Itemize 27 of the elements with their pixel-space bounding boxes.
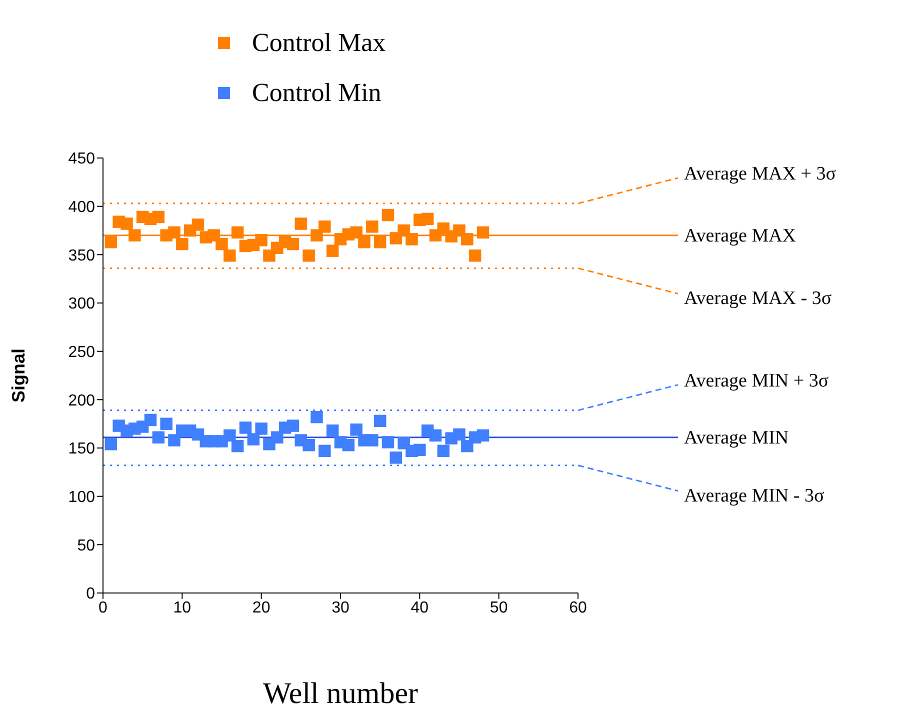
ref-line-label: Average MIN + 3σ bbox=[684, 370, 829, 392]
y-tick-label: 50 bbox=[77, 537, 96, 554]
x-tick-label: 20 bbox=[252, 599, 270, 616]
y-axis-title: Signal bbox=[8, 348, 28, 403]
y-tick-label: 100 bbox=[68, 489, 96, 506]
y-tick-label: 150 bbox=[68, 440, 96, 458]
ref-line-label: Average MAX + 3σ bbox=[684, 163, 836, 184]
x-tick-label: 30 bbox=[332, 599, 350, 616]
ref-line-label: Average MIN - 3σ bbox=[684, 485, 824, 506]
ref-line-label: Average MAX bbox=[684, 225, 796, 246]
y-tick-label: 400 bbox=[68, 199, 96, 216]
y-tick-label: 0 bbox=[86, 586, 96, 603]
y-tick-label: 200 bbox=[68, 392, 96, 410]
x-axis-title: Well number bbox=[262, 677, 418, 710]
x-tick-label: 40 bbox=[410, 599, 429, 616]
y-tick-label: 300 bbox=[68, 296, 96, 313]
ref-line-label: Average MAX - 3σ bbox=[684, 288, 832, 310]
y-tick-label: 250 bbox=[68, 344, 96, 362]
x-tick-label: 50 bbox=[490, 599, 508, 616]
x-tick-label: 60 bbox=[569, 599, 587, 616]
x-tick-label: 10 bbox=[173, 599, 192, 616]
ref-line-label: Average MIN bbox=[684, 427, 789, 448]
y-tick-label: 350 bbox=[68, 247, 96, 264]
legend-label: Control Max bbox=[252, 28, 386, 58]
y-tick-label: 450 bbox=[68, 150, 96, 168]
x-tick-label: 0 bbox=[98, 599, 108, 616]
legend-label: Control Min bbox=[252, 78, 382, 108]
